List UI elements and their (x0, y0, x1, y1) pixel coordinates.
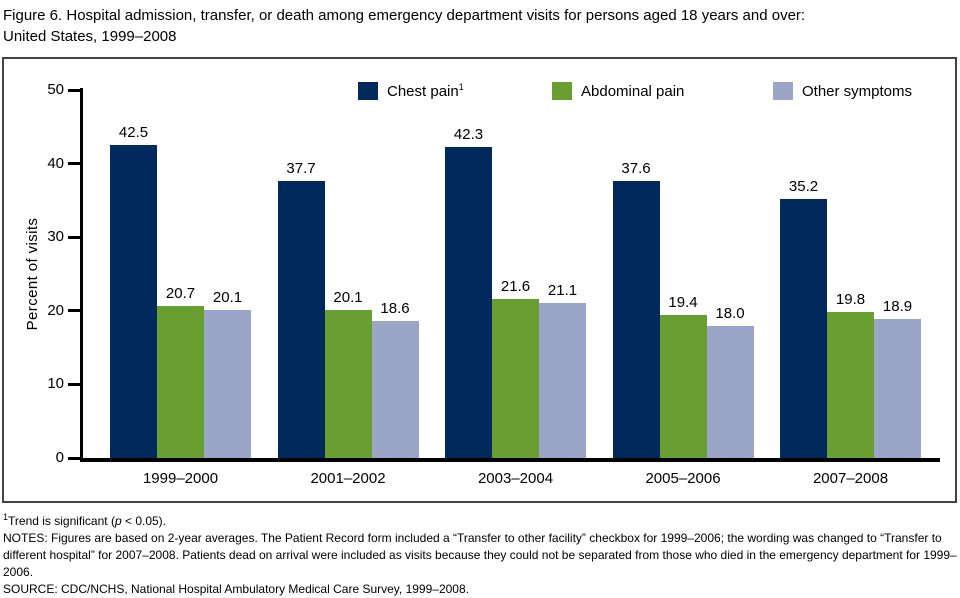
footnote-trend-p: p (114, 514, 122, 528)
y-tick (68, 382, 80, 386)
bar-value-label: 21.1 (547, 281, 578, 299)
bar-other-symptoms (371, 321, 419, 458)
bar-value-label: 42.5 (118, 124, 149, 142)
other-symptoms-swatch-icon (773, 82, 793, 100)
bar-value-label: 20.1 (333, 289, 363, 307)
y-tick-label: 20 (47, 301, 64, 319)
bar-value-label: 42.3 (453, 125, 484, 143)
bar-chest-pain (110, 145, 157, 458)
y-tick (68, 456, 80, 460)
abdominal-pain-swatch-icon (552, 82, 572, 100)
bar-abdominal-pain (324, 310, 372, 458)
footnote-trend-text-after: < 0.05). (121, 514, 167, 528)
y-axis-line (80, 88, 83, 462)
legend-item-chest-pain: Chest pain1 (358, 82, 464, 100)
chest-pain-swatch-icon (358, 82, 378, 100)
y-tick (68, 235, 80, 239)
figure-title-line2: United States, 1999–2008 (3, 28, 177, 45)
y-tick-label: 30 (47, 228, 64, 246)
x-axis-line (80, 458, 940, 462)
legend-item-abdominal-pain: Abdominal pain (552, 82, 684, 100)
bar-value-label: 35.2 (788, 177, 819, 195)
bar-chest-pain (277, 180, 325, 458)
bar-value-label: 21.6 (500, 278, 531, 296)
footnote-trend-text: Trend is significant ( (8, 514, 115, 528)
bar-value-label: 19.8 (835, 291, 866, 309)
legend-item-other-symptoms: Other symptoms (773, 82, 912, 100)
bar-other-symptoms (539, 302, 586, 458)
y-tick-label: 10 (47, 375, 64, 393)
bar-value-label: 18.0 (715, 304, 745, 322)
y-tick-label: 40 (47, 154, 64, 172)
y-tick (68, 162, 80, 166)
legend-label: Abdominal pain (581, 82, 685, 100)
footnote-trend-marker: 1 (3, 512, 9, 522)
legend-label: Chest pain1 (387, 82, 464, 100)
bar-value-label: 20.7 (165, 284, 196, 302)
bar-chest-pain (780, 198, 827, 458)
footnote-notes: NOTES: Figures are based on 2-year avera… (3, 531, 957, 579)
bar-abdominal-pain (492, 299, 539, 458)
y-axis-title: Percent of visits (24, 217, 41, 331)
bar-value-label: 19.4 (668, 294, 698, 312)
bar-value-label: 18.9 (882, 297, 913, 315)
y-tick-label: 0 (55, 449, 64, 466)
y-tick (68, 309, 80, 313)
bar-value-label: 20.1 (212, 289, 243, 307)
bar-other-symptoms (204, 310, 251, 458)
bar-value-label: 18.6 (380, 300, 410, 318)
footnotes: 1Trend is significant (p < 0.05). NOTES:… (3, 509, 957, 598)
footnote-trend: 1Trend is significant (p < 0.05). (3, 509, 957, 530)
x-category-label: 2005–2006 (645, 470, 721, 487)
y-tick (68, 88, 80, 92)
y-tick-label: 50 (47, 81, 64, 98)
footnote-source: SOURCE: CDC/NCHS, National Hospital Ambu… (3, 582, 469, 596)
figure-title-line1: Figure 6. Hospital admission, transfer, … (3, 7, 806, 24)
bar-value-label: 37.7 (286, 159, 316, 177)
bar-abdominal-pain (157, 305, 204, 458)
bar-other-symptoms (706, 325, 754, 458)
bar-other-symptoms (874, 318, 921, 458)
bar-abdominal-pain (827, 312, 874, 458)
chart-area: Chest pain1 Abdominal pain Other symptoms … (2, 57, 957, 503)
legend-label: Other symptoms (802, 82, 913, 100)
figure-title: Figure 6. Hospital admission, transfer, … (3, 5, 953, 47)
x-category-label: 2001–2002 (310, 470, 386, 487)
legend-footnote-marker: 1 (458, 82, 464, 92)
x-category-label: 1999–2000 (142, 470, 219, 487)
bar-chest-pain (445, 146, 492, 458)
bar-chest-pain (612, 181, 660, 458)
x-category-label: 2007–2008 (812, 470, 889, 487)
bar-abdominal-pain (659, 315, 707, 458)
bar-value-label: 37.6 (621, 160, 651, 178)
x-category-label: 2003–2004 (477, 470, 554, 487)
